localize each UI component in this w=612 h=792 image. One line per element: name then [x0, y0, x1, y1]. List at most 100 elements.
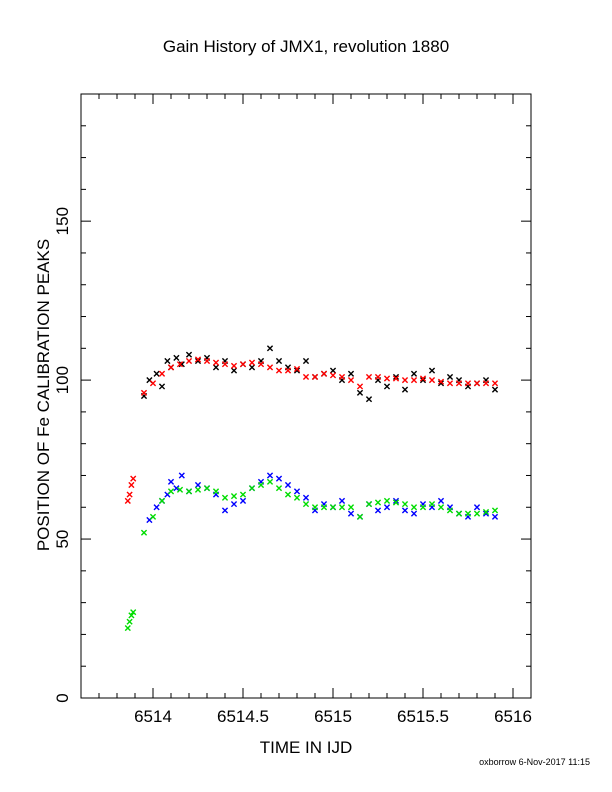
data-point-series-2 — [491, 513, 499, 520]
data-point-series-3 — [167, 488, 175, 495]
data-point-series-3 — [491, 507, 499, 514]
data-point-series-2 — [374, 507, 382, 514]
x-tick-label: 6514.5 — [217, 707, 269, 726]
data-point-series-1 — [194, 356, 202, 363]
data-point-series-3 — [401, 500, 409, 508]
data-point-series-2 — [437, 497, 445, 504]
data-point-series-3 — [293, 494, 301, 501]
data-point-series-2 — [383, 504, 391, 511]
data-point-series-1 — [329, 372, 337, 379]
data-point-series-3 — [302, 500, 310, 508]
data-point-series-2 — [221, 507, 229, 514]
data-point-series-3 — [126, 618, 133, 625]
plot-frame — [80, 93, 532, 699]
axis-ticks — [80, 93, 532, 699]
data-point-series-2 — [266, 472, 274, 479]
data-point-series-0 — [419, 377, 427, 384]
data-point-series-1 — [124, 497, 131, 504]
data-point-series-1 — [185, 357, 193, 365]
data-point-series-2 — [338, 497, 346, 504]
data-point-series-0 — [491, 386, 499, 393]
data-point-series-0 — [275, 357, 283, 365]
data-point-series-3 — [239, 491, 247, 498]
tick-labels: 6514 6514.5 6515 6515.5 6516 0 50 100 150 — [53, 207, 532, 726]
data-point-series-1 — [473, 380, 481, 387]
data-point-series-1 — [437, 378, 445, 385]
data-point-series-1 — [284, 367, 292, 374]
data-point-series-3 — [356, 513, 364, 520]
data-point-series-1 — [374, 373, 382, 381]
data-point-series-3 — [383, 497, 391, 504]
data-point-series-3 — [365, 500, 373, 508]
data-point-series-1 — [383, 375, 391, 382]
data-point-series-3 — [374, 499, 382, 506]
data-point-series-3 — [158, 497, 166, 504]
data-point-series-3 — [221, 494, 229, 501]
y-tick-label: 50 — [53, 530, 72, 549]
data-point-series-3 — [311, 504, 319, 511]
data-point-series-3 — [203, 485, 211, 492]
data-point-series-0 — [446, 373, 454, 381]
data-point-series-0 — [383, 383, 391, 390]
chart-title: Gain History of JMX1, revolution 1880 — [162, 37, 450, 56]
data-point-series-0 — [185, 351, 193, 358]
y-tick-label: 0 — [53, 693, 72, 702]
data-point-series-0 — [347, 370, 355, 377]
data-point-series-2 — [392, 497, 400, 504]
data-point-series-2 — [230, 500, 238, 508]
data-point-series-1 — [221, 361, 229, 368]
data-point-series-0 — [173, 354, 180, 361]
data-point-series-3 — [140, 529, 148, 536]
y-tick-label: 150 — [53, 207, 72, 235]
data-point-series-3 — [185, 488, 193, 495]
data-point-series-1 — [347, 377, 355, 384]
data-point-series-3 — [419, 504, 427, 511]
data-point-series-2 — [194, 481, 202, 489]
data-marks — [124, 345, 499, 632]
data-point-series-1 — [428, 377, 436, 384]
data-point-series-1 — [257, 361, 265, 368]
data-point-series-1 — [239, 361, 247, 368]
data-point-series-1 — [140, 389, 148, 396]
data-point-series-0 — [212, 364, 220, 371]
data-point-series-2 — [167, 478, 175, 485]
data-point-series-1 — [167, 364, 175, 371]
data-point-series-0 — [365, 396, 373, 403]
data-point-series-0 — [392, 373, 400, 381]
data-point-series-1 — [482, 380, 490, 387]
data-point-series-1 — [455, 380, 463, 387]
data-point-series-1 — [320, 370, 328, 377]
data-point-series-3 — [128, 612, 135, 619]
data-point-series-1 — [266, 364, 274, 371]
data-point-series-1 — [491, 380, 499, 387]
data-point-series-3 — [347, 504, 355, 511]
data-point-series-1 — [392, 375, 400, 382]
y-axis-label: POSITION OF Fe CALIBRATION PEAKS — [34, 238, 53, 552]
data-point-series-2 — [401, 507, 409, 514]
data-point-series-1 — [293, 365, 301, 373]
x-tick-label: 6514 — [134, 707, 172, 726]
data-point-series-3 — [437, 504, 445, 511]
data-point-series-0 — [194, 357, 202, 365]
data-point-series-3 — [410, 504, 418, 511]
data-point-series-0 — [158, 383, 166, 390]
data-point-series-1 — [311, 373, 319, 381]
data-point-series-3 — [446, 507, 454, 514]
data-point-series-2 — [239, 497, 247, 504]
data-point-series-0 — [230, 367, 238, 374]
data-point-series-1 — [248, 359, 256, 366]
x-axis-label: TIME IN IJD — [259, 738, 353, 757]
data-point-series-2 — [482, 510, 490, 517]
data-point-series-3 — [338, 504, 346, 511]
data-point-series-1 — [410, 377, 418, 384]
x-tick-label: 6516 — [494, 707, 532, 726]
data-point-series-3 — [130, 609, 137, 616]
data-point-series-1 — [128, 481, 135, 489]
data-point-series-3 — [320, 504, 328, 511]
data-point-series-0 — [164, 357, 171, 365]
data-point-series-1 — [203, 357, 211, 365]
data-point-series-0 — [401, 386, 409, 393]
data-point-series-1 — [464, 380, 472, 387]
footer-credit: oxborrow 6-Nov-2017 11:15 — [479, 757, 590, 767]
